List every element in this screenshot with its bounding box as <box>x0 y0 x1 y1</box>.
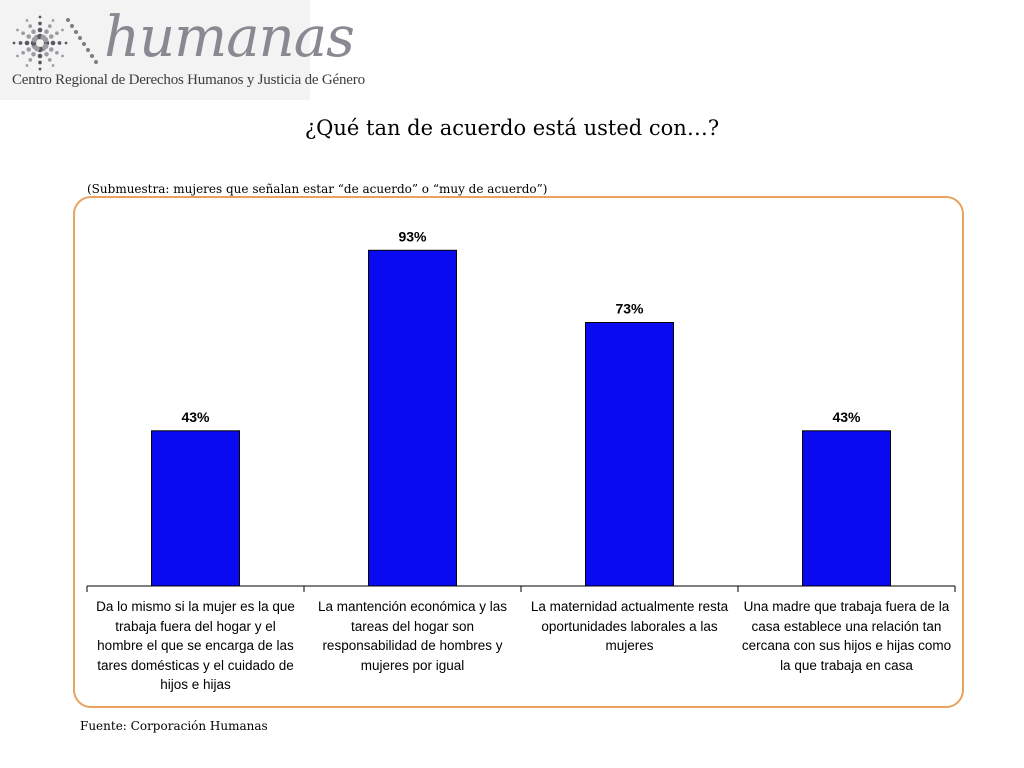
logo: humanas Centro Regional de Derechos Huma… <box>0 0 365 100</box>
logo-dot <box>31 29 36 34</box>
slide-title: ¿Qué tan de acuerdo está usted con…? <box>304 116 720 140</box>
logo-dot <box>78 36 82 40</box>
bar-3 <box>585 322 674 587</box>
bar-1 <box>151 430 240 587</box>
logo-dot <box>38 60 42 65</box>
logo-dot <box>12 41 16 45</box>
logo-dot <box>25 64 29 67</box>
logo-dot <box>55 31 59 36</box>
bar-4 <box>802 430 891 587</box>
logo-dot <box>37 53 43 59</box>
logo-dot <box>70 24 74 28</box>
logo-dot <box>42 36 49 43</box>
data-label-4: 43% <box>832 409 861 425</box>
logo-mark-icon <box>12 15 98 71</box>
logo-subtitle: Centro Regional de Derechos Humanos y Ju… <box>12 72 365 88</box>
logo-dot <box>55 50 59 55</box>
logo-dot <box>21 50 25 55</box>
logo-dot <box>47 24 52 28</box>
logo-dot <box>24 40 30 46</box>
logo-dot <box>44 29 49 34</box>
logo-dot <box>82 42 86 46</box>
logo-dot <box>61 28 64 32</box>
logo-dot <box>21 31 25 36</box>
logo-dot <box>38 67 42 71</box>
data-label-2: 93% <box>398 228 427 244</box>
chart-subtitle: (Submuestra: mujeres que señalan estar “… <box>87 182 548 196</box>
data-label-1: 43% <box>181 409 210 425</box>
logo-dot <box>16 54 19 58</box>
logo-dot <box>49 34 54 39</box>
logo-dot <box>57 41 62 45</box>
category-label-3: La maternidad actualmente resta oportuni… <box>530 599 729 653</box>
logo-dot <box>66 18 70 22</box>
logo-dot <box>31 52 36 57</box>
logo-dot <box>44 52 49 57</box>
logo-dot <box>28 58 33 62</box>
logo-dot <box>26 34 32 39</box>
category-label-4: Una madre que trabaja fuera de la casa e… <box>741 599 952 673</box>
category-label-1: Da lo mismo si la mujer es la que trabaj… <box>96 599 295 692</box>
logo-dot <box>51 19 55 22</box>
logo-dot <box>64 41 68 45</box>
logo-dot <box>26 47 32 52</box>
logo-dot <box>74 30 78 34</box>
logo-dot <box>61 54 64 58</box>
logo-wordmark: humanas <box>104 5 355 70</box>
logo-dot <box>25 19 29 22</box>
data-label-3: 73% <box>615 301 644 317</box>
logo-dot <box>38 21 42 26</box>
logo-dot <box>90 54 94 58</box>
logo-dot <box>94 60 98 64</box>
logo-dot <box>51 64 55 67</box>
logo-dot <box>37 27 43 33</box>
category-label-2: La mantención económica y las tareas del… <box>317 599 508 673</box>
logo-dot <box>50 40 56 46</box>
logo-dot <box>86 48 90 52</box>
logo-dot <box>18 41 23 45</box>
source-note: Fuente: Corporación Humanas <box>80 719 268 733</box>
bar-2 <box>368 249 457 587</box>
logo-dot <box>38 15 42 19</box>
logo-dot <box>28 24 33 28</box>
logo-dot <box>16 28 19 32</box>
chart-frame <box>73 196 964 708</box>
logo-dot <box>47 58 52 62</box>
logo-dot <box>49 47 54 52</box>
